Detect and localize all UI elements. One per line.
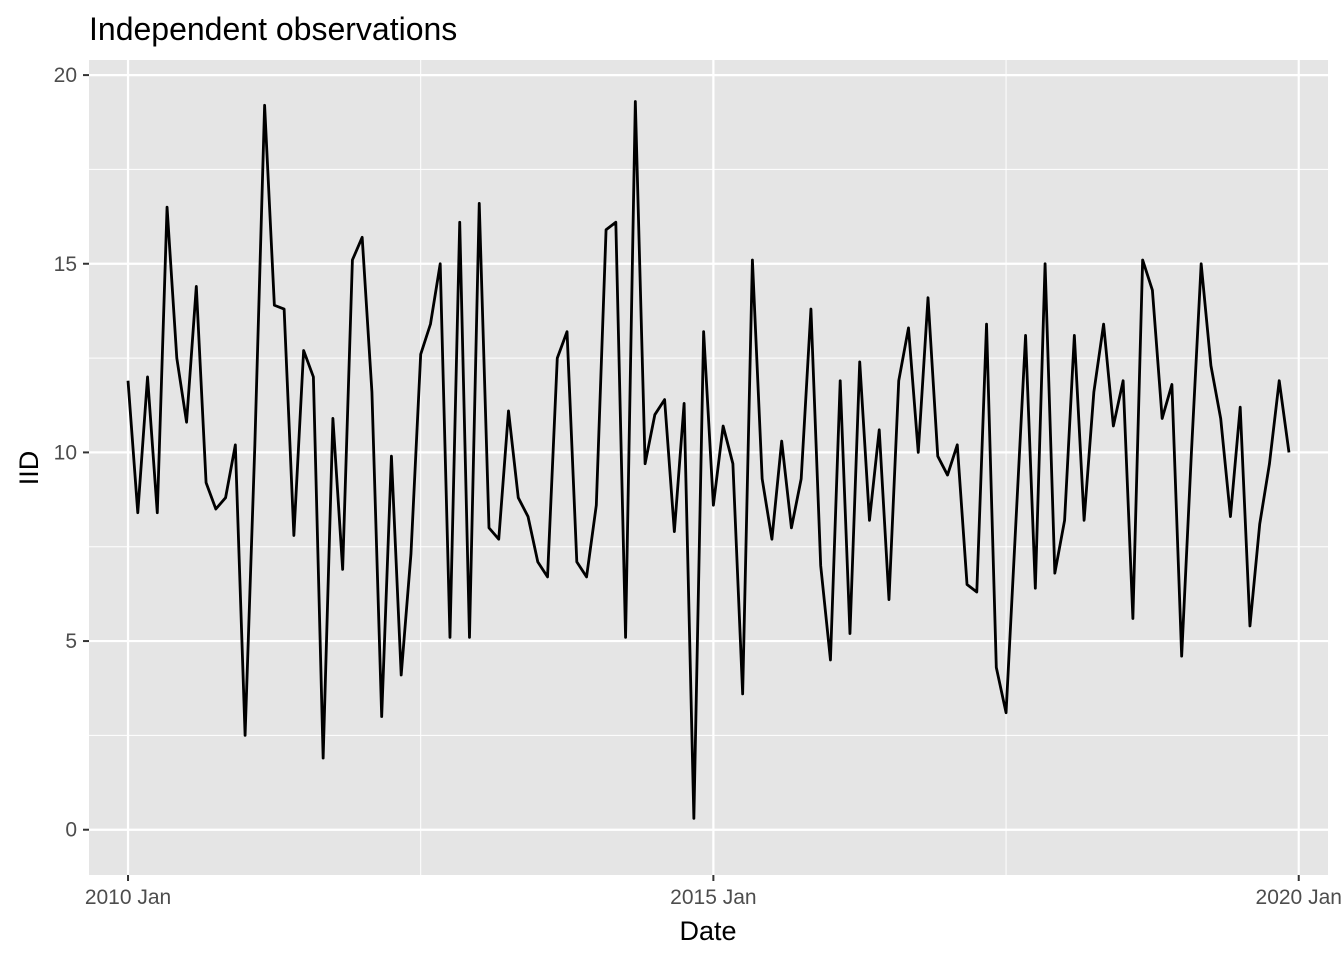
x-axis-tick-labels: 2010 Jan 2015 Jan 2020 Jan xyxy=(85,886,1342,909)
y-tick-label: 20 xyxy=(54,64,77,87)
y-tick-label: 0 xyxy=(65,819,77,842)
x-tick-label: 2020 Jan xyxy=(1256,886,1342,909)
y-tick-label: 15 xyxy=(54,253,77,276)
y-axis-tick-labels: 0 5 10 15 20 xyxy=(54,64,77,842)
x-axis-title: Date xyxy=(679,916,736,946)
y-axis-title: IID xyxy=(14,451,44,486)
y-tick-label: 5 xyxy=(65,630,77,653)
major-grid xyxy=(89,60,1328,875)
plot-panel xyxy=(89,60,1328,875)
axis-ticks xyxy=(83,74,1300,881)
y-tick-label: 10 xyxy=(54,441,77,464)
series-line xyxy=(126,100,1291,820)
minor-grid xyxy=(89,60,1328,875)
x-tick-label: 2010 Jan xyxy=(85,886,171,909)
x-tick-label: 2015 Jan xyxy=(670,886,756,909)
chart-title: Independent observations xyxy=(89,11,457,47)
